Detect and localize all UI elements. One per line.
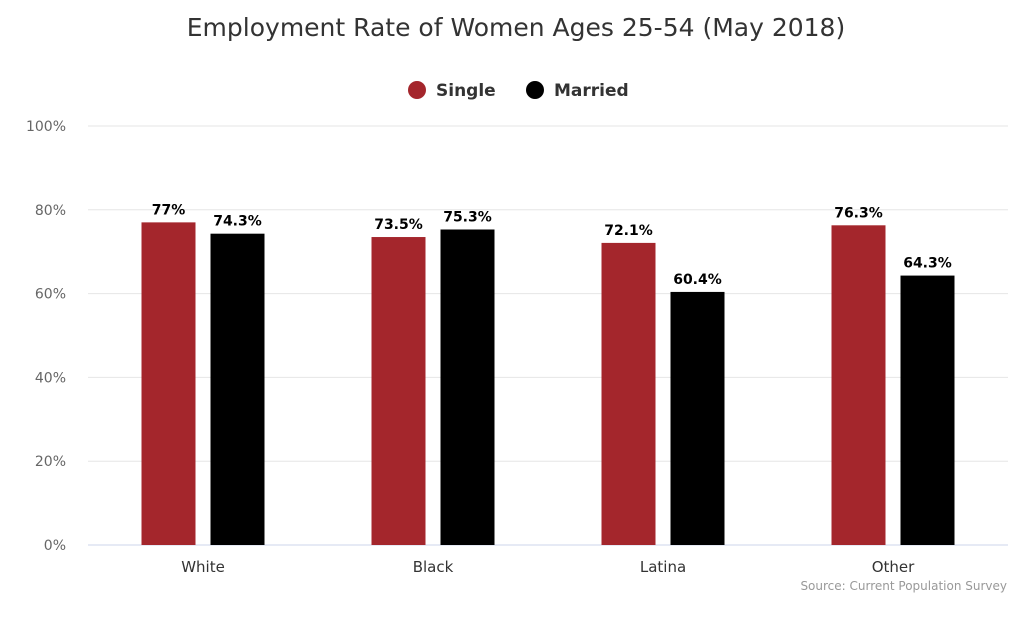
data-label-other-married: 64.3% [903,256,952,272]
bar-white-single[interactable] [141,222,196,545]
data-labels: 77% 74.3% 73.5% 75.3% 72.1% 60.4% 76.3% 64.3% [152,202,952,288]
x-tick-label-black: Black [413,558,454,576]
y-tick-label: 0% [44,538,66,554]
chart-title: Employment Rate of Women Ages 25-54 (May… [187,13,845,42]
legend-label-single: Single [436,81,496,101]
y-tick-label: 80% [35,203,66,219]
bar-other-single[interactable] [831,225,886,546]
bar-black-married[interactable] [440,229,495,546]
bar-white-married[interactable] [210,233,265,546]
legend-item-married[interactable]: Married [526,81,629,101]
data-label-latina-single: 72.1% [604,223,653,239]
source-credit: Source: Current Population Survey [800,579,1007,593]
x-tick-label-white: White [181,558,225,576]
y-tick-label: 100% [26,119,66,135]
bar-black-single[interactable] [371,237,426,545]
legend-item-single[interactable]: Single [408,81,496,101]
y-axis: 0% 20% 40% 60% 80% 100% [26,119,66,554]
legend-marker-married [526,81,544,99]
data-label-latina-married: 60.4% [673,272,722,288]
bars [141,222,955,546]
x-axis: White Black Latina Other [181,558,915,576]
legend-label-married: Married [554,81,629,101]
data-label-other-single: 76.3% [834,205,883,221]
x-tick-label-other: Other [872,558,915,576]
y-tick-label: 20% [35,454,66,470]
y-tick-label: 40% [35,370,66,386]
legend-marker-single [408,81,426,99]
bar-other-married[interactable] [900,275,955,545]
data-label-black-married: 75.3% [443,209,492,225]
y-tick-label: 60% [35,287,66,303]
bar-latina-single[interactable] [601,242,656,545]
x-tick-label-latina: Latina [640,558,686,576]
data-label-black-single: 73.5% [374,217,423,233]
legend: Single Married [408,81,629,101]
data-label-white-single: 77% [152,202,186,218]
data-label-white-married: 74.3% [213,214,262,230]
bar-latina-married[interactable] [670,291,725,545]
